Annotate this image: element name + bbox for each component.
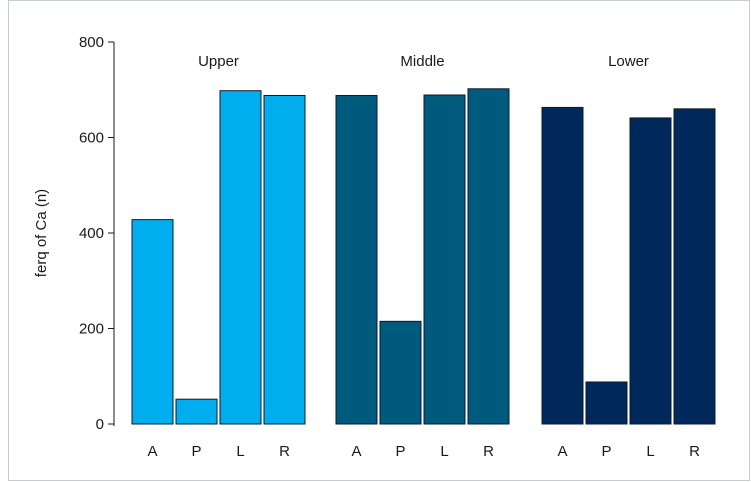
x-tick-label: A (557, 443, 567, 460)
bar-upper-a (131, 219, 174, 425)
bar-middle-l (423, 94, 466, 425)
y-tick-label: 800 (79, 34, 104, 51)
y-ticks: 0 200 400 600 800 (79, 34, 114, 433)
group-label-upper: Upper (198, 53, 239, 70)
y-tick-label: 0 (96, 416, 104, 433)
group-label-middle: Middle (400, 53, 444, 70)
bar-lower-r (673, 108, 716, 425)
bar-middle-r (467, 88, 510, 425)
bar-lower-l (629, 117, 672, 425)
bar-upper-l (219, 90, 262, 425)
y-tick-label: 600 (79, 130, 104, 147)
bar-upper-r (263, 94, 306, 425)
x-tick-label: A (351, 443, 361, 460)
y-tick-label: 200 (79, 321, 104, 338)
x-tick-label: A (147, 443, 157, 460)
x-tick-label: R (279, 443, 290, 460)
bar-lower-a (541, 106, 584, 425)
x-tick-label: R (483, 443, 494, 460)
x-tick-label: L (440, 443, 448, 460)
group-labels: Upper Middle Lower (198, 53, 649, 70)
bar-middle-a (335, 94, 378, 425)
x-tick-label: P (191, 443, 201, 460)
x-tick-label: P (395, 443, 405, 460)
x-tick-label: P (601, 443, 611, 460)
bar-lower-p (585, 381, 628, 425)
bar-upper-p (175, 398, 218, 425)
x-tick-label: R (689, 443, 700, 460)
group-label-lower: Lower (608, 53, 649, 70)
y-tick-label: 400 (79, 225, 104, 242)
x-tick-label: L (646, 443, 654, 460)
y-axis-title: ferq of Ca (n) (33, 189, 50, 277)
x-tick-label: L (236, 443, 244, 460)
bar-middle-p (379, 320, 422, 425)
bars-layer (131, 88, 716, 425)
